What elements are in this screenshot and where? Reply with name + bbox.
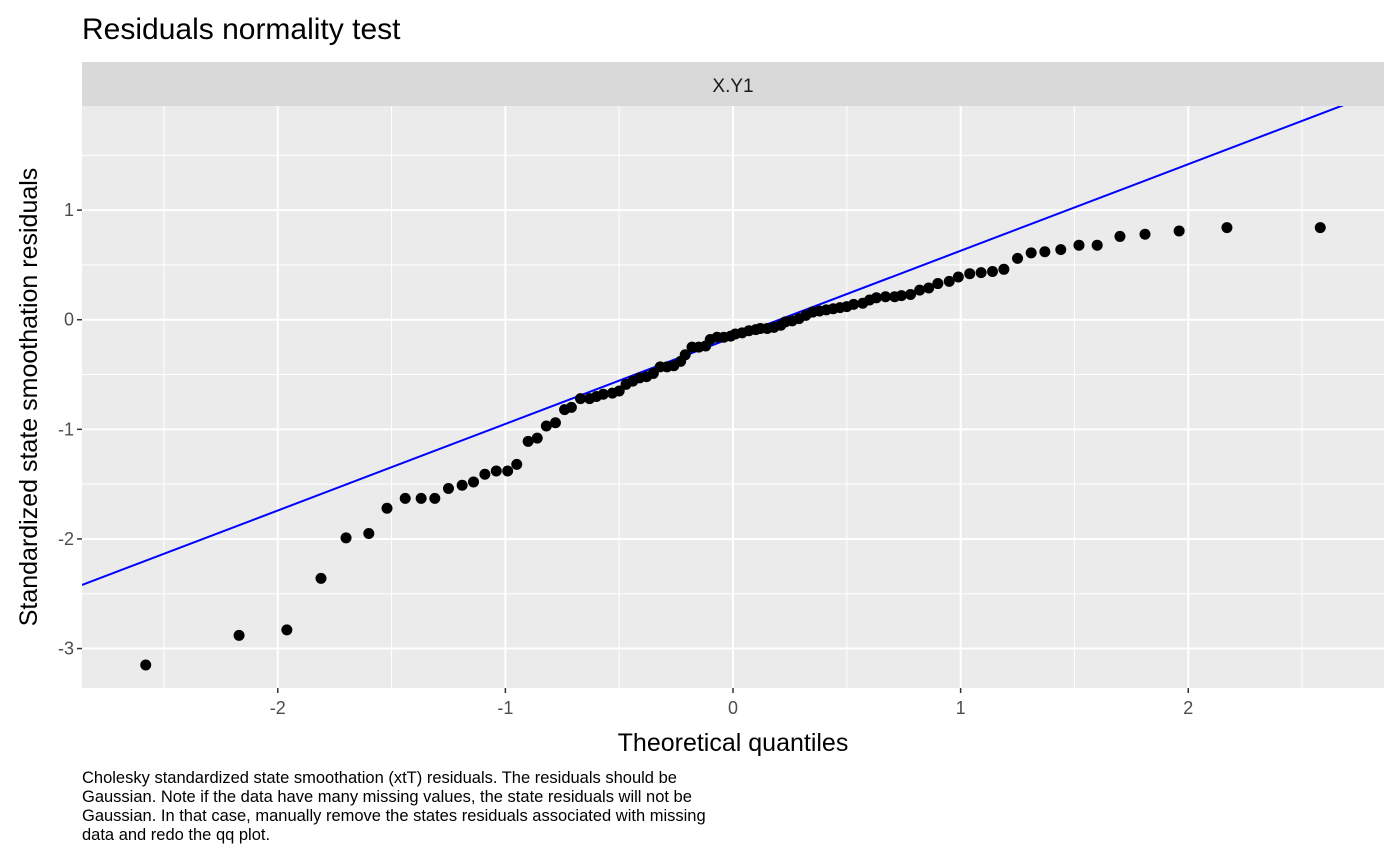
x-tick-label: -1 [497, 698, 513, 718]
x-axis-title: Theoretical quantiles [618, 729, 849, 757]
data-point [613, 385, 625, 397]
data-point [1139, 228, 1151, 240]
data-point [1221, 222, 1233, 234]
data-point [399, 492, 411, 504]
y-tick-label: 1 [64, 200, 74, 220]
data-point [923, 282, 935, 294]
data-point [1314, 222, 1326, 234]
data-point [952, 271, 964, 283]
data-points [140, 222, 1326, 671]
data-point [880, 291, 892, 303]
data-point [363, 527, 375, 539]
data-point [565, 401, 577, 413]
data-point [914, 284, 926, 296]
reference-line [82, 106, 1345, 586]
data-point [1173, 225, 1185, 237]
data-point [456, 479, 468, 491]
data-point [468, 476, 480, 488]
data-point [233, 629, 245, 641]
data-point [1114, 230, 1126, 242]
data-point [522, 435, 534, 447]
y-tick-label: -1 [58, 419, 74, 439]
data-point [442, 483, 454, 495]
data-point [531, 432, 543, 444]
data-point [1091, 239, 1103, 251]
data-point [381, 502, 393, 514]
x-tick-label: 1 [956, 698, 966, 718]
chart-caption: Cholesky standardized state smoothation … [82, 769, 706, 844]
data-point [479, 468, 491, 480]
y-axis-title: Standardized state smoothation residuals [15, 168, 43, 627]
x-axis-ticks: -2 -1 0 1 2 [270, 688, 1193, 718]
data-point [502, 465, 514, 477]
facet-strip [82, 62, 1384, 106]
data-point [340, 532, 352, 544]
data-point [540, 420, 552, 432]
data-point [549, 417, 561, 429]
chart-title: Residuals normality test [82, 13, 401, 46]
y-axis-ticks: -3 -2 -1 0 1 [58, 200, 82, 659]
data-point [679, 349, 691, 361]
data-point [574, 393, 586, 405]
data-point [597, 388, 609, 400]
data-point [870, 292, 882, 304]
data-point [647, 367, 659, 379]
data-point [140, 659, 152, 671]
data-point [415, 492, 427, 504]
data-point [964, 268, 976, 280]
y-tick-label: 0 [64, 310, 74, 330]
data-point [429, 492, 441, 504]
x-tick-label: -2 [270, 698, 286, 718]
y-tick-label: -2 [58, 529, 74, 549]
x-tick-label: 2 [1183, 698, 1193, 718]
data-point [1025, 247, 1037, 259]
data-point [1055, 244, 1067, 256]
data-point [490, 465, 502, 477]
y-tick-label: -3 [58, 639, 74, 659]
data-point [943, 275, 955, 287]
data-point [511, 458, 523, 470]
x-tick-label: 0 [728, 698, 738, 718]
data-point [998, 263, 1010, 275]
data-point [1073, 239, 1085, 251]
data-point [975, 267, 987, 279]
data-point [1012, 252, 1024, 264]
data-point [848, 298, 860, 310]
data-point [281, 624, 293, 636]
data-point [895, 290, 907, 302]
facet-strip-label: X.Y1 [712, 76, 753, 97]
data-point [905, 289, 917, 301]
data-point [986, 266, 998, 278]
data-point [1039, 246, 1051, 258]
major-gridlines [82, 106, 1384, 688]
data-point [932, 278, 944, 290]
data-point [315, 572, 327, 584]
